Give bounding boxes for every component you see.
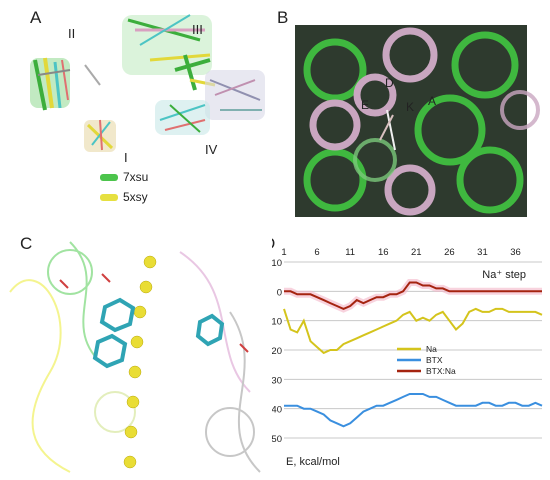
panel-c: C	[0, 232, 272, 480]
y-tick-label: -20	[272, 346, 282, 357]
roman-label-iv: IV	[205, 142, 218, 157]
legend-label: Na	[426, 344, 437, 354]
series-line-na	[283, 307, 543, 355]
legend-item-5xsy: 5xsy	[100, 190, 148, 204]
x-tick-labels: 1 6 11 16 21 26 31 36	[281, 247, 520, 258]
panel-a-label: A	[30, 8, 42, 27]
panel-d-label: D	[272, 234, 275, 254]
y-axis-label: E, kcal/mol	[286, 456, 340, 468]
panel-a: A II III I IV 7xsu 5xsy	[0, 0, 272, 232]
x-tick-label: 31	[477, 247, 488, 258]
panel-b-label-k: K	[406, 100, 415, 114]
y-tick-labels: 10 0 -10 -20 -30 -40 -50	[272, 258, 282, 445]
chart-series	[283, 279, 543, 428]
series-band-btx-na	[284, 279, 542, 313]
x-tick-label: 16	[378, 247, 389, 258]
legend-swatch-7xsu	[100, 173, 118, 181]
panel-a-structures	[30, 14, 265, 152]
x-tick-label: 26	[444, 247, 455, 258]
legend-label-7xsu: 7xsu	[123, 170, 149, 184]
x-tick-label: 36	[510, 247, 521, 258]
panel-b: B D E K A	[275, 0, 550, 232]
cluster-iv	[155, 100, 210, 135]
x-tick-label: 21	[411, 247, 422, 258]
x-tick-label: 6	[314, 247, 319, 258]
y-tick-label: -30	[272, 375, 282, 386]
x-tick-label: 11	[345, 247, 355, 258]
legend-swatch-5xsy	[100, 193, 118, 201]
legend-item-7xsu: 7xsu	[100, 170, 148, 184]
roman-label-ii: II	[68, 26, 76, 41]
cluster-i	[84, 119, 116, 152]
legend-label-5xsy: 5xsy	[123, 190, 148, 204]
x-tick-label: 1	[281, 247, 286, 258]
cluster-ii	[30, 57, 101, 111]
y-tick-label: 0	[277, 287, 282, 298]
y-tick-label: -10	[272, 317, 282, 328]
panel-c-structure	[0, 232, 272, 480]
y-tick-label: -50	[272, 434, 282, 445]
series-line-btx-na	[284, 281, 542, 310]
panel-b-label-d: D	[385, 76, 394, 90]
legend-label: BTX:Na	[426, 366, 456, 376]
roman-label-iii: III	[192, 22, 203, 37]
series-line-btx	[284, 393, 543, 428]
panel-b-label-e: E	[361, 98, 370, 112]
y-tick-label: 10	[272, 258, 282, 269]
panel-b-label-a: A	[428, 94, 437, 108]
y-tick-label: -40	[272, 405, 282, 416]
roman-label-i: I	[124, 150, 128, 165]
panel-c-label: C	[20, 234, 33, 253]
x-axis-label: Na⁺ step	[482, 269, 526, 281]
panel-b-label: B	[277, 8, 289, 27]
panel-a-legend: 7xsu 5xsy	[100, 170, 148, 204]
cluster-right	[205, 70, 265, 120]
legend-label: BTX	[426, 355, 443, 365]
cluster-iii	[122, 14, 216, 91]
panel-b-structure	[295, 25, 540, 217]
